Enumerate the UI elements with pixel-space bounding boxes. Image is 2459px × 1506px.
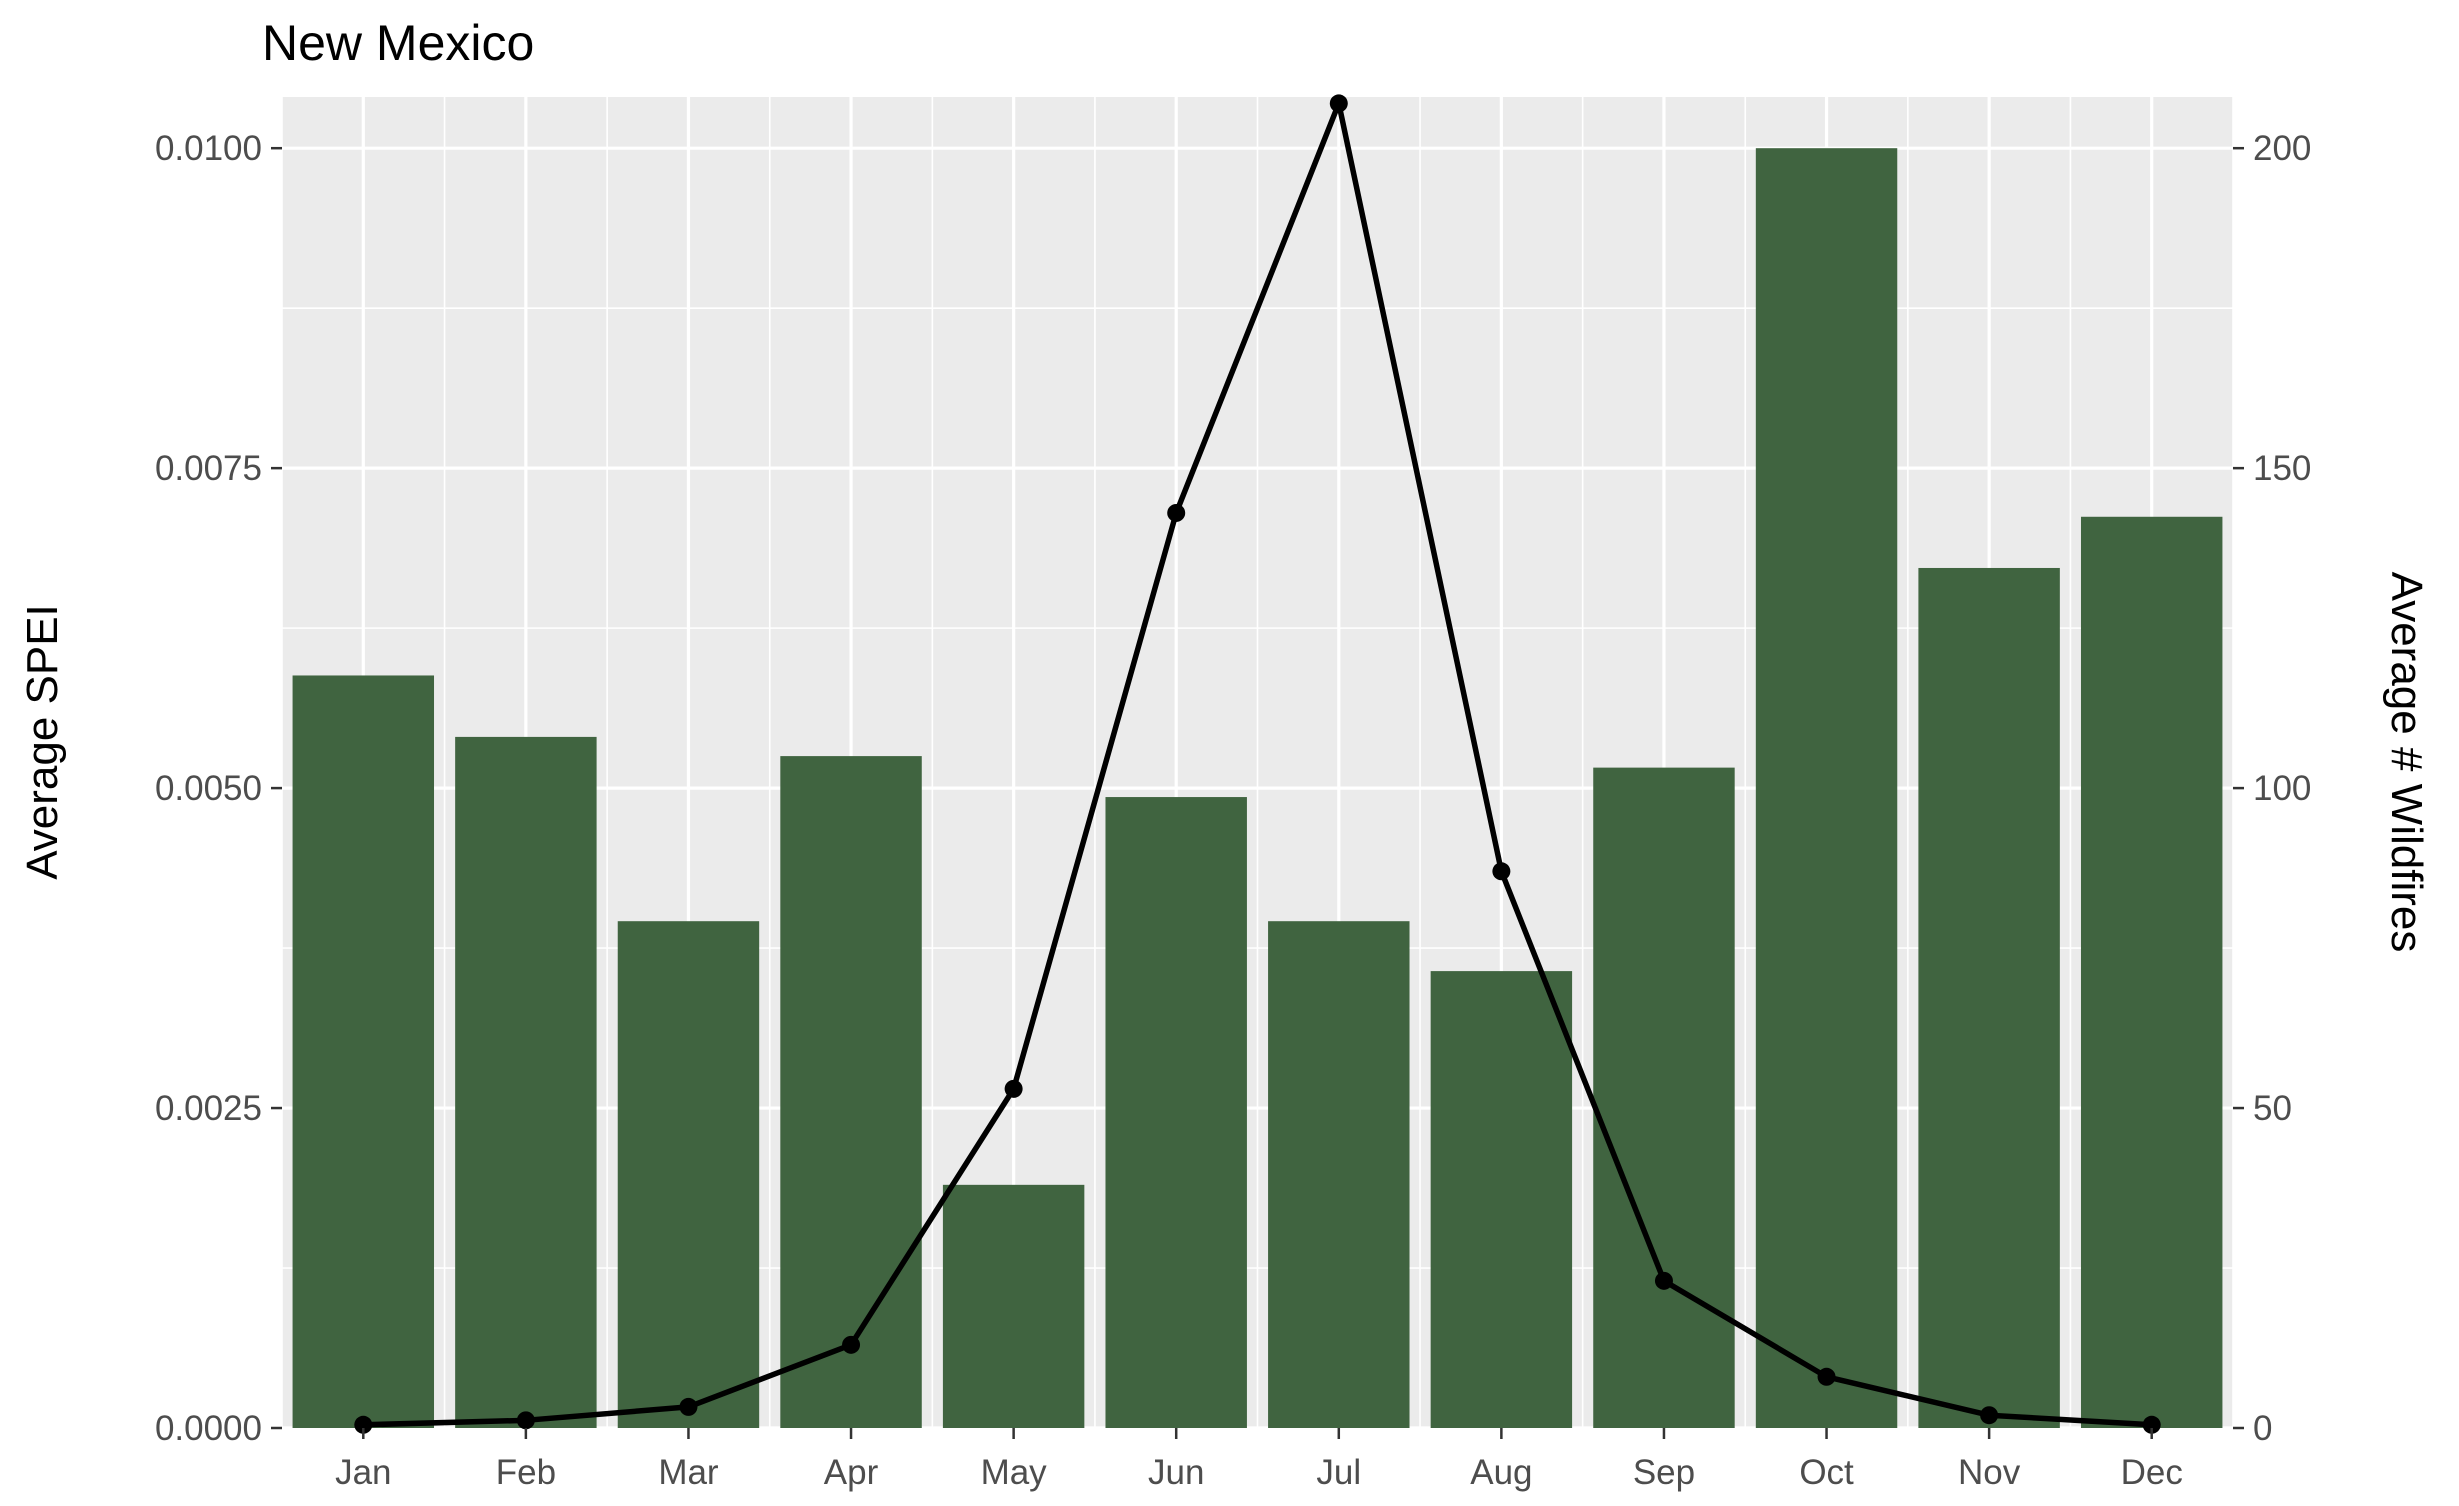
y2-tick-label: 100 xyxy=(2253,769,2311,808)
wildfire-point-jan xyxy=(354,1415,373,1434)
bar-aug xyxy=(1430,971,1573,1428)
bar-dec xyxy=(2080,516,2223,1428)
wildfire-point-oct xyxy=(1817,1367,1836,1386)
x-tick-label-jul: Jul xyxy=(1316,1453,1361,1492)
wildfire-point-apr xyxy=(842,1335,861,1354)
y-tick-label: 0.0075 xyxy=(155,449,262,488)
y-tick-label: 0.0025 xyxy=(155,1089,262,1128)
wildfire-point-jul xyxy=(1329,94,1348,113)
wildfire-line xyxy=(363,100,2152,1428)
bar-may xyxy=(942,1184,1085,1428)
bar-oct xyxy=(1755,148,1898,1429)
bar-mar xyxy=(617,921,760,1428)
wildfire-point-dec xyxy=(2142,1415,2161,1434)
x-tick-label-aug: Aug xyxy=(1470,1453,1532,1492)
plot-area: 0.0000 0.0025 0.0050 0.0075 0.0100 0 50 100 150 2… xyxy=(155,94,2311,1492)
y2-tick-label: 0 xyxy=(2253,1409,2272,1448)
x-tick-label-mar: Mar xyxy=(658,1453,719,1492)
y-tick-label: 0.0100 xyxy=(155,129,262,168)
y2-tick-label: 150 xyxy=(2253,449,2311,488)
x-tick-label-may: May xyxy=(981,1453,1048,1492)
x-tick-label-feb: Feb xyxy=(496,1453,556,1492)
bar-jul xyxy=(1268,921,1410,1428)
bar-sep xyxy=(1593,767,1735,1428)
x-tick-label-nov: Nov xyxy=(1958,1453,2021,1492)
wildfire-point-mar xyxy=(679,1397,698,1416)
y-axis-title: Average SPEI xyxy=(18,604,67,880)
chart-title: New Mexico xyxy=(262,15,534,71)
x-tick-label-jan: Jan xyxy=(335,1453,391,1492)
bar-nov xyxy=(1918,567,2060,1428)
y2-tick-label: 200 xyxy=(2253,129,2311,168)
x-tick-label-oct: Oct xyxy=(1799,1453,1854,1492)
y2-axis-title: Average # Wildfires xyxy=(2382,572,2431,953)
wildfire-point-sep xyxy=(1654,1271,1673,1290)
wildfire-point-jun xyxy=(1167,503,1186,522)
x-tick-label-sep: Sep xyxy=(1633,1453,1695,1492)
y-tick-label: 0.0000 xyxy=(155,1409,262,1448)
bar-jan xyxy=(292,675,435,1428)
y2-tick-label: 50 xyxy=(2253,1089,2292,1128)
x-tick-label-jun: Jun xyxy=(1148,1453,1204,1492)
bar-feb xyxy=(455,736,597,1428)
wildfire-point-aug xyxy=(1492,862,1511,881)
x-tick-label-dec: Dec xyxy=(2121,1453,2183,1492)
wildfire-point-nov xyxy=(1980,1406,1999,1425)
wildfire-point-feb xyxy=(516,1411,535,1430)
x-tick-label-apr: Apr xyxy=(824,1453,879,1492)
y-tick-label: 0.0050 xyxy=(155,769,262,808)
bar-jun xyxy=(1105,797,1247,1428)
bar-apr xyxy=(780,756,922,1428)
wildfire-point-may xyxy=(1004,1079,1023,1098)
